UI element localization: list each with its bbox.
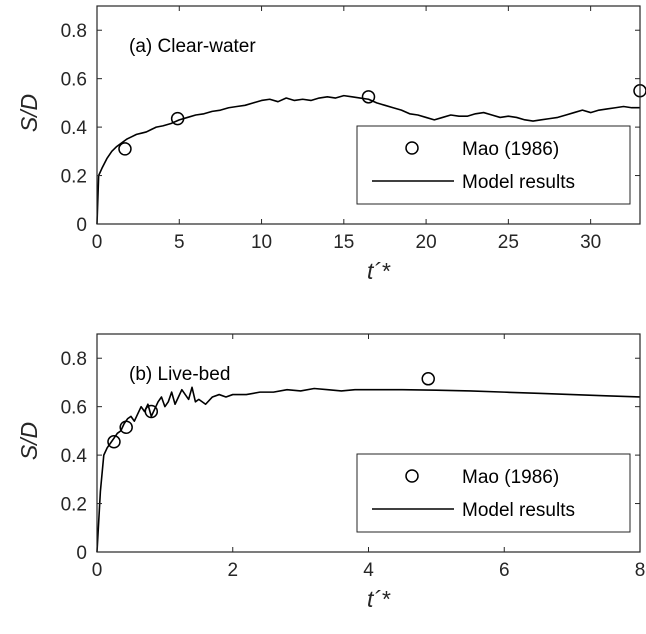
x-tick-label: 15	[333, 232, 354, 253]
y-tick-label: 0.6	[61, 398, 87, 419]
legend-box	[356, 453, 631, 533]
model-results-line	[96, 94, 640, 225]
mao-data-point	[107, 435, 121, 449]
y-tick-label: 0	[76, 543, 87, 564]
legend-label-mao: Mao (1986)	[462, 467, 559, 488]
x-tick-label: 6	[499, 560, 510, 581]
y-tick-label: 0.6	[61, 70, 87, 91]
x-tick-label: 20	[416, 232, 437, 253]
panel-annotation: (a) Clear-water	[129, 36, 256, 57]
tick-layer: 0 5 10 15 20 25 30 0 0.2 0.4 0.6 0.8	[61, 6, 640, 253]
x-tick-label: 0	[92, 232, 103, 253]
x-tick-label: 5	[174, 232, 185, 253]
panel-live-bed: 0 2 4 6 8 0 0.2 0.4 0.6 0.8 (b) Live-bed Mao (198…	[16, 333, 646, 612]
y-tick-label: 0.4	[61, 118, 88, 139]
mao-data-point	[170, 111, 185, 126]
y-tick-label: 0.8	[61, 21, 87, 42]
y-tick-label: 0.2	[61, 495, 87, 516]
mao-data-point	[361, 90, 376, 104]
x-tick-label: 10	[251, 232, 272, 253]
y-tick-label: 0.8	[61, 349, 87, 370]
legend: Mao (1986) Model results	[356, 125, 631, 205]
x-tick-label: 8	[635, 560, 646, 581]
mao-data-point	[119, 420, 133, 435]
legend-label-model: Model results	[462, 172, 575, 193]
panel-clear-water: 0 5 10 15 20 25 30 0 0.2 0.4 0.6 0.8 (a) Clear-wate…	[16, 5, 646, 284]
legend-marker-circle	[405, 469, 419, 483]
x-tick-label: 2	[227, 560, 238, 581]
y-tick-label: 0.2	[61, 167, 87, 188]
x-tick-label: 4	[363, 560, 374, 581]
mao-data-point	[144, 404, 159, 419]
axes-frame	[96, 5, 641, 225]
legend-box	[356, 125, 631, 205]
x-tick-label: 25	[498, 232, 519, 253]
model-results-line	[96, 386, 641, 553]
x-tick-label: 0	[92, 560, 103, 581]
x-axis-label: t´*	[367, 258, 391, 284]
panel-annotation: (b) Live-bed	[129, 364, 230, 385]
mao-data-point	[421, 372, 435, 386]
legend: Mao (1986) Model results	[356, 453, 631, 533]
x-tick-label: 30	[580, 232, 601, 253]
y-tick-label: 0.4	[61, 446, 88, 467]
y-tick-label: 0	[76, 215, 87, 236]
x-axis-label: t´*	[367, 586, 391, 612]
legend-label-mao: Mao (1986)	[462, 139, 559, 160]
mao-data-point	[118, 142, 132, 156]
axes-frame	[96, 333, 641, 553]
series-layer	[96, 372, 641, 553]
tick-layer: 0 2 4 6 8 0 0.2 0.4 0.6 0.8	[61, 334, 646, 581]
legend-marker-circle	[405, 141, 419, 155]
legend-label-model: Model results	[462, 500, 575, 521]
y-axis-label: S/D	[16, 94, 42, 132]
y-axis-label: S/D	[16, 422, 42, 460]
